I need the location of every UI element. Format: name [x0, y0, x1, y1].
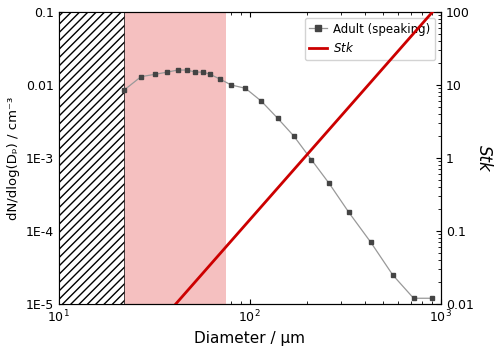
Bar: [58, 12, 124, 304]
Y-axis label: dN/dlog(Dₚ) / cm⁻³: dN/dlog(Dₚ) / cm⁻³: [7, 96, 20, 220]
X-axis label: Diameter / μm: Diameter / μm: [194, 331, 305, 346]
Bar: [124, 12, 226, 304]
Y-axis label: Stk: Stk: [475, 145, 493, 171]
Legend: Adult (speaking), $\it{Stk}$: Adult (speaking), $\it{Stk}$: [304, 18, 435, 60]
